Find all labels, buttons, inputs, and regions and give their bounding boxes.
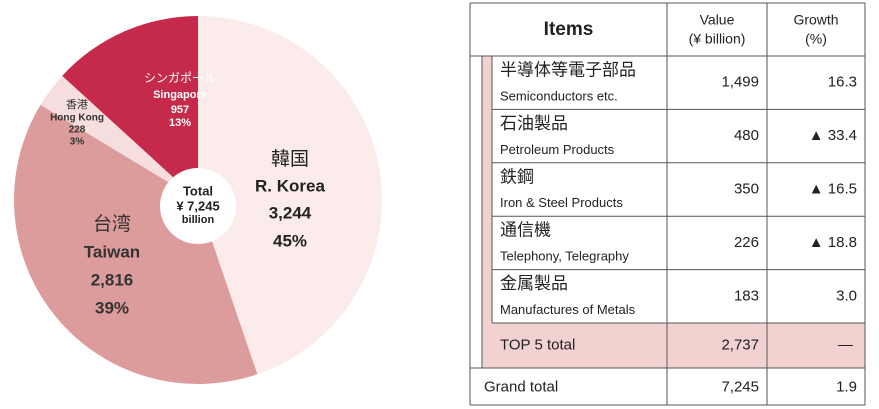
slice-label: Hong Kong	[50, 113, 104, 124]
slice-label: 13%	[169, 117, 191, 129]
slice-label: Taiwan	[84, 242, 140, 261]
pie-slice	[198, 16, 383, 375]
slice-label: 台湾	[93, 213, 131, 235]
table-text: 通信機	[500, 221, 551, 240]
table-text: Semiconductors etc.	[500, 88, 618, 103]
slice-label: 3%	[70, 137, 85, 148]
side-band	[482, 56, 492, 368]
slice-label: 45%	[273, 231, 307, 250]
center-label: ¥ 7,245	[176, 198, 219, 213]
top5-band	[492, 323, 865, 368]
table-text: 183	[734, 287, 759, 304]
table-text: Value	[700, 12, 735, 28]
pie-slice	[62, 16, 198, 200]
table-text: 350	[734, 180, 759, 197]
table-text: Iron & Steel Products	[500, 195, 623, 210]
table-text: (%)	[805, 31, 827, 47]
center-hole	[160, 168, 236, 244]
slice-label: 香港	[66, 98, 88, 111]
table-text: ▲ 18.8	[809, 234, 857, 251]
slice-label: 2,816	[91, 270, 134, 289]
slice-label: Singapore	[153, 89, 207, 101]
table-text: Manufactures of Metals	[500, 302, 636, 317]
table-text: 金属製品	[500, 274, 568, 293]
table-text: 半導体等電子部品	[500, 60, 636, 79]
table-text: ▲ 16.5	[809, 180, 857, 197]
table-text: Telephony, Telegraphy	[500, 249, 629, 264]
table-text: TOP 5 total	[500, 336, 575, 353]
table-text: 16.3	[828, 74, 857, 91]
table-text: 鉄鋼	[500, 167, 534, 186]
slice-label: 39%	[95, 298, 129, 317]
center-label: billion	[182, 214, 215, 226]
slice-label: シンガポール	[144, 71, 216, 85]
pie-slice	[40, 75, 198, 200]
table-text: 3.0	[836, 287, 857, 304]
table-text: —	[838, 336, 853, 353]
pie-slice	[13, 104, 258, 385]
table-text: 226	[734, 234, 759, 251]
table-text: ▲ 33.4	[809, 127, 857, 144]
center-label: Total	[183, 183, 213, 198]
table-text: 2,737	[721, 336, 759, 353]
table-text: 1,499	[721, 74, 759, 91]
slice-label: 228	[69, 125, 86, 136]
slice-label: 3,244	[269, 203, 312, 222]
slice-label: 韓国	[271, 148, 309, 170]
table-text: Grand total	[484, 378, 558, 395]
table-text: (¥ billion)	[689, 31, 746, 47]
table-text: 石油製品	[500, 114, 568, 133]
table-text: Petroleum Products	[500, 142, 615, 157]
table-text: Growth	[793, 12, 838, 28]
table-text: 1.9	[836, 378, 857, 395]
table-text: 480	[734, 127, 759, 144]
slice-label: R. Korea	[255, 176, 325, 195]
table-text: 7,245	[721, 378, 759, 395]
slice-label: 957	[171, 104, 189, 116]
table-text: Items	[544, 19, 594, 40]
